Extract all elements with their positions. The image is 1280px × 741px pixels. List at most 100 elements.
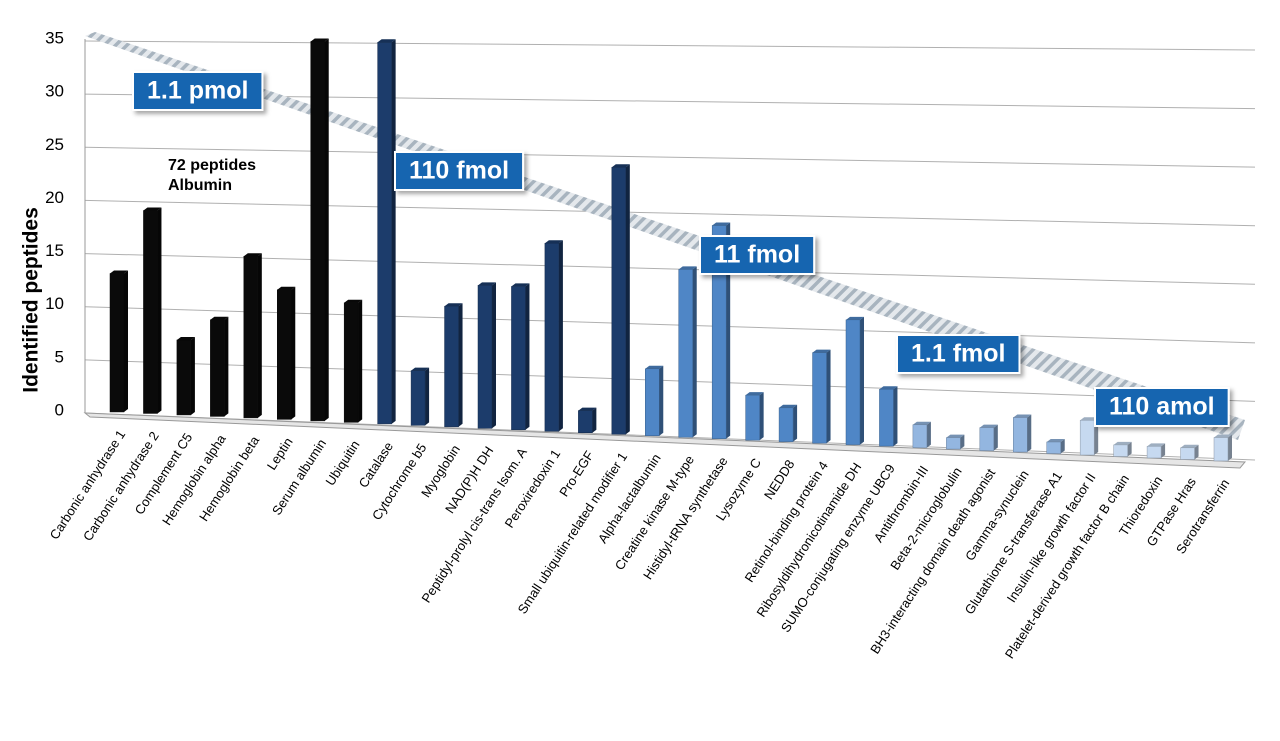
bar-top [979,424,998,428]
bar-side [893,386,898,447]
amount-label: 1.1 fmol [896,334,1021,374]
bar-side [993,424,998,451]
amount-label: 11 fmol [699,235,816,275]
bar-side [291,286,296,420]
bar [477,285,493,429]
bar-top [1214,434,1232,438]
bar [210,319,225,417]
bar [879,388,894,447]
bar-top [1147,443,1166,447]
bar [1146,446,1162,459]
amount-label: 1.1 pmol [132,71,264,111]
bar-side [324,38,329,421]
floor [83,412,1247,469]
bar [1079,420,1095,456]
bar-side [659,365,664,436]
amount-box [896,334,1021,374]
bar-side [558,240,563,432]
bar [444,305,459,428]
bar-top [544,240,563,244]
grid-line [84,146,1256,168]
bar [711,225,727,439]
bar [377,42,392,425]
bar-top [1113,441,1132,445]
bar-top [1080,417,1099,421]
bar-top [611,164,630,168]
bar-side [793,404,798,442]
bar-top [478,282,496,286]
bar [678,269,693,438]
bar-side [625,164,630,435]
bar-top [444,303,463,307]
bar-top [411,367,430,371]
y-tick-label: 10 [45,294,64,313]
grid-line [84,199,1256,227]
bar [979,427,995,451]
bar-top [745,392,764,396]
bar-top [912,421,931,425]
bar-side [926,421,931,448]
bar-side [224,316,229,417]
bar-side [1194,444,1199,460]
bar [611,167,627,435]
y-tick-label: 25 [45,135,64,154]
bar-side [860,316,864,445]
bar-side [257,253,262,418]
bar-top [210,316,229,320]
bar [1013,417,1028,453]
bar-side [1060,438,1065,454]
bar-side [1127,441,1132,457]
amount-text: 110 amol [1109,393,1215,421]
bar-side [826,349,831,444]
bar [511,286,526,431]
bar [277,289,292,420]
grid-line [84,40,1256,51]
bar-side [960,434,965,450]
bar-top [779,404,798,408]
bar [912,424,928,448]
bar-top [310,38,329,42]
bar [946,437,961,450]
bar-side [525,283,530,430]
bar-top [678,266,697,270]
annotation: 72 peptides [168,157,256,174]
bar [143,210,158,414]
y-tick-label: 30 [45,82,64,101]
bar-side [759,392,764,441]
bar [845,319,861,445]
bar-side [592,407,597,433]
bar [778,407,794,442]
bar-top [511,283,530,287]
bar-top [377,39,396,43]
amount-label: 110 fmol [394,151,525,191]
bar-top [243,253,262,257]
bar [812,352,827,444]
grid-line [84,253,1256,285]
bar-top [1046,438,1065,442]
bar-side [1161,443,1166,458]
bar-side [124,270,128,412]
bar [1213,437,1229,462]
amount-box [394,151,525,191]
bar-side [190,336,195,415]
bar-top [578,407,597,411]
bar-top [176,336,195,340]
amount-box [1094,387,1230,427]
y-axis-title: Identified peptides [20,207,43,393]
amount-text: 1.1 fmol [911,340,1005,368]
bar-top [1180,444,1199,448]
bar-side [692,266,697,438]
bar-side [726,222,731,439]
amount-text: 1.1 pmol [147,77,248,105]
bar-top [812,349,831,353]
bar [410,370,426,426]
bar-side [1027,414,1032,453]
bar [109,273,125,413]
x-tick-label: Alpha-lactalbumin [595,451,664,546]
bar-side [425,367,430,426]
bar-side [391,39,396,424]
bar [1180,447,1195,460]
bar-top [277,286,296,290]
